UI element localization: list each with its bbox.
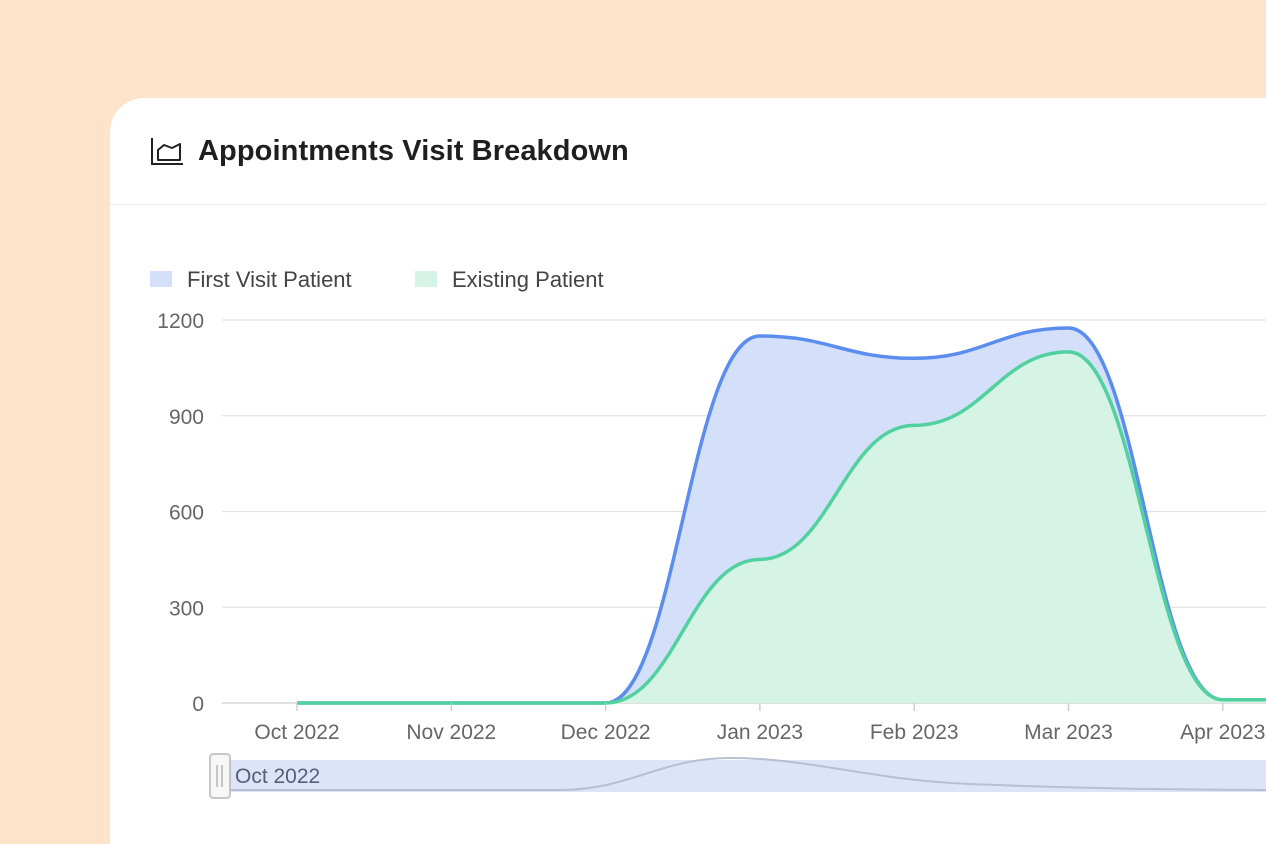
x-tick-label: Jan 2023 [717, 721, 803, 744]
x-tick-label: Oct 2022 [254, 721, 339, 744]
y-axis: 0 300 600 900 1200 [157, 310, 204, 716]
legend-label: Existing Patient [452, 267, 604, 292]
x-tick-label: Nov 2022 [406, 721, 496, 744]
existing-area [297, 351, 1266, 704]
data-zoom-slider[interactable]: Oct 2022 [209, 753, 1266, 799]
area-chart-icon [151, 138, 183, 165]
legend: First Visit Patient Existing Patient [150, 267, 604, 292]
existing-line [297, 350, 1266, 705]
x-axis: Oct 2022 Nov 2022 Dec 2022 Jan 2023 Feb 2023… [254, 703, 1265, 744]
slider-start-label: Oct 2022 [235, 765, 320, 788]
y-tick-label: 600 [169, 502, 204, 525]
y-tick-label: 0 [192, 693, 204, 716]
y-tick-label: 1200 [157, 310, 204, 333]
x-tick-label: Mar 2023 [1024, 721, 1113, 744]
chart-areas [297, 326, 1266, 705]
card-header: Appointments Visit Breakdown [110, 98, 1266, 205]
chart-card: Appointments Visit Breakdown 0 300 600 900 1… [110, 98, 1266, 844]
y-tick-label: 300 [169, 597, 204, 620]
slider-handle[interactable] [209, 753, 231, 799]
x-tick-label: Apr 2023 [1180, 721, 1265, 744]
card-title: Appointments Visit Breakdown [198, 134, 629, 167]
x-tick-label: Dec 2022 [561, 721, 651, 744]
slider-preview-line [222, 756, 1266, 791]
legend-label: First Visit Patient [187, 267, 352, 292]
slider-range[interactable] [222, 760, 1266, 792]
y-tick-label: 900 [169, 406, 204, 429]
area-chart: 0 300 600 900 1200 Oct 2022 Nov 2022 Dec 2022 J… [150, 267, 1266, 799]
legend-swatch [150, 271, 172, 287]
x-tick-label: Feb 2023 [870, 721, 959, 744]
legend-swatch [415, 271, 437, 287]
